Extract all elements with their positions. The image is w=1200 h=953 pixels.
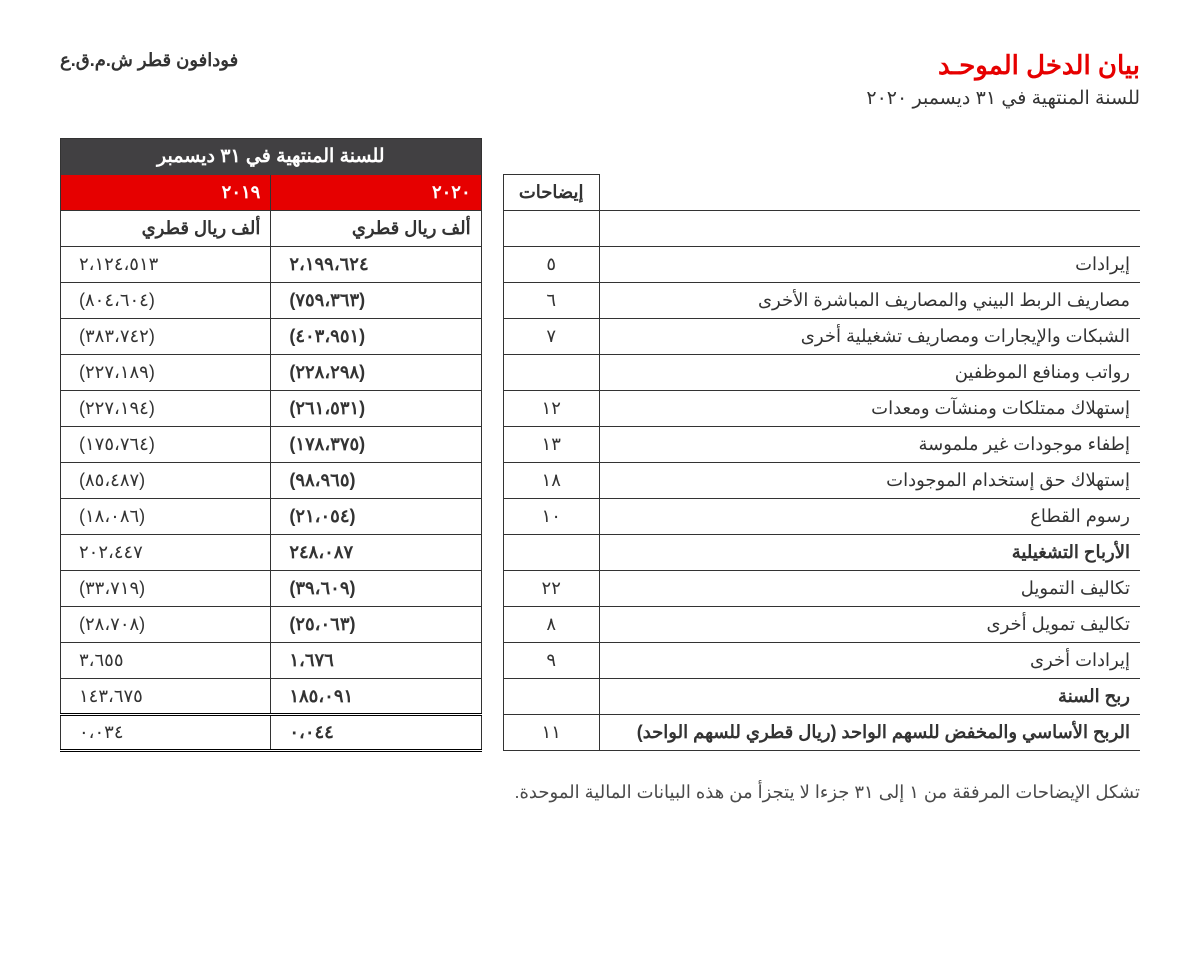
row-description: تكاليف تمويل أخرى xyxy=(599,607,1140,643)
row-value-2019: (٨٥،٤٨٧) xyxy=(61,463,271,499)
row-note: ٢٢ xyxy=(503,571,599,607)
income-statement-table: للسنة المنتهية في ٣١ ديسمبر إيضاحات ٢٠٢٠… xyxy=(60,138,1140,752)
page-title: بيان الدخل الموحـد xyxy=(938,50,1140,81)
row-description: رواتب ومنافع الموظفين xyxy=(599,355,1140,391)
row-description: الأرباح التشغيلية xyxy=(599,535,1140,571)
table-row: ربح السنة ١٨٥،٠٩١١٤٣،٦٧٥ xyxy=(61,679,1141,715)
row-note: ٧ xyxy=(503,319,599,355)
row-value-2019: (١٧٥،٧٦٤) xyxy=(61,427,271,463)
row-value-2019: (٣٣،٧١٩) xyxy=(61,571,271,607)
row-value-2019: ٢،١٢٤،٥١٣ xyxy=(61,247,271,283)
period-header: للسنة المنتهية في ٣١ ديسمبر xyxy=(61,139,482,175)
row-note: ٥ xyxy=(503,247,599,283)
row-value-2020: (٣٩،٦٠٩) xyxy=(271,571,481,607)
table-row: إستهلاك ممتلكات ومنشآت ومعدات١٢ (٢٦١،٥٣١)… xyxy=(61,391,1141,427)
row-note: ٨ xyxy=(503,607,599,643)
table-row: إطفاء موجودات غير ملموسة١٣ (١٧٨،٣٧٥)(١٧٥،… xyxy=(61,427,1141,463)
row-value-2020: (١٧٨،٣٧٥) xyxy=(271,427,481,463)
row-note xyxy=(503,535,599,571)
row-note: ١٢ xyxy=(503,391,599,427)
row-value-2020: ٢٤٨،٠٨٧ xyxy=(271,535,481,571)
row-description: إستهلاك ممتلكات ومنشآت ومعدات xyxy=(599,391,1140,427)
row-value-2020: (٢٥،٠٦٣) xyxy=(271,607,481,643)
row-value-2020: ٢،١٩٩،٦٢٤ xyxy=(271,247,481,283)
page-subtitle: للسنة المنتهية في ٣١ ديسمبر ٢٠٢٠ xyxy=(60,87,1140,110)
row-value-2020: (٢١،٠٥٤) xyxy=(271,499,481,535)
unit-2020: ألف ريال قطري xyxy=(271,211,481,247)
row-description: الربح الأساسي والمخفض للسهم الواحد (ريال… xyxy=(599,715,1140,751)
row-value-2019: ٠،٠٣٤ xyxy=(61,715,271,751)
row-note: ١٠ xyxy=(503,499,599,535)
table-row: مصاريف الربط البيني والمصاريف المباشرة ا… xyxy=(61,283,1141,319)
table-row: رواتب ومنافع الموظفين (٢٢٨،٢٩٨)(٢٢٧،١٨٩) xyxy=(61,355,1141,391)
row-value-2020: ١٨٥،٠٩١ xyxy=(271,679,481,715)
table-row: رسوم القطاع١٠ (٢١،٠٥٤)(١٨،٠٨٦) xyxy=(61,499,1141,535)
table-row: إستهلاك حق إستخدام الموجودات١٨ (٩٨،٩٦٥)(٨… xyxy=(61,463,1141,499)
row-value-2020: (٩٨،٩٦٥) xyxy=(271,463,481,499)
table-row: إيرادات٥ ٢،١٩٩،٦٢٤٢،١٢٤،٥١٣ xyxy=(61,247,1141,283)
company-name: فودافون قطر ش.م.ق.ع xyxy=(60,50,238,71)
notes-header: إيضاحات xyxy=(503,175,599,211)
row-value-2020: (٢٢٨،٢٩٨) xyxy=(271,355,481,391)
table-row: إيرادات أخرى٩ ١،٦٧٦٣،٦٥٥ xyxy=(61,643,1141,679)
row-note: ١٨ xyxy=(503,463,599,499)
unit-2019: ألف ريال قطري xyxy=(61,211,271,247)
table-row: تكاليف التمويل٢٢ (٣٩،٦٠٩)(٣٣،٧١٩) xyxy=(61,571,1141,607)
row-value-2019: (٢٢٧،١٩٤) xyxy=(61,391,271,427)
row-value-2020: (٤٠٣،٩٥١) xyxy=(271,319,481,355)
row-description: تكاليف التمويل xyxy=(599,571,1140,607)
year-2019-header: ٢٠١٩ xyxy=(61,175,271,211)
table-row: الشبكات والإيجارات ومصاريف تشغيلية أخرى٧… xyxy=(61,319,1141,355)
row-value-2019: (٢٨،٧٠٨) xyxy=(61,607,271,643)
row-note: ٦ xyxy=(503,283,599,319)
row-value-2019: ١٤٣،٦٧٥ xyxy=(61,679,271,715)
row-description: مصاريف الربط البيني والمصاريف المباشرة ا… xyxy=(599,283,1140,319)
footer-note: تشكل الإيضاحات المرفقة من ١ إلى ٣١ جزءا … xyxy=(60,782,1140,803)
row-value-2019: (٢٢٧،١٨٩) xyxy=(61,355,271,391)
row-description: إيرادات xyxy=(599,247,1140,283)
row-note xyxy=(503,679,599,715)
row-value-2019: ٣،٦٥٥ xyxy=(61,643,271,679)
row-note: ٩ xyxy=(503,643,599,679)
row-note xyxy=(503,355,599,391)
row-value-2019: (٨٠٤،٦٠٤) xyxy=(61,283,271,319)
row-value-2020: ١،٦٧٦ xyxy=(271,643,481,679)
row-description: رسوم القطاع xyxy=(599,499,1140,535)
row-description: إستهلاك حق إستخدام الموجودات xyxy=(599,463,1140,499)
row-value-2020: (٧٥٩،٣٦٣) xyxy=(271,283,481,319)
row-description: ربح السنة xyxy=(599,679,1140,715)
row-note: ١١ xyxy=(503,715,599,751)
table-row: الربح الأساسي والمخفض للسهم الواحد (ريال… xyxy=(61,715,1141,751)
row-value-2020: ٠،٠٤٤ xyxy=(271,715,481,751)
row-value-2020: (٢٦١،٥٣١) xyxy=(271,391,481,427)
row-note: ١٣ xyxy=(503,427,599,463)
table-row: تكاليف تمويل أخرى٨ (٢٥،٠٦٣)(٢٨،٧٠٨) xyxy=(61,607,1141,643)
row-value-2019: (١٨،٠٨٦) xyxy=(61,499,271,535)
row-value-2019: (٣٨٣،٧٤٢) xyxy=(61,319,271,355)
row-description: إطفاء موجودات غير ملموسة xyxy=(599,427,1140,463)
row-value-2019: ٢٠٢،٤٤٧ xyxy=(61,535,271,571)
row-description: الشبكات والإيجارات ومصاريف تشغيلية أخرى xyxy=(599,319,1140,355)
table-row: الأرباح التشغيلية ٢٤٨،٠٨٧٢٠٢،٤٤٧ xyxy=(61,535,1141,571)
year-2020-header: ٢٠٢٠ xyxy=(271,175,481,211)
row-description: إيرادات أخرى xyxy=(599,643,1140,679)
